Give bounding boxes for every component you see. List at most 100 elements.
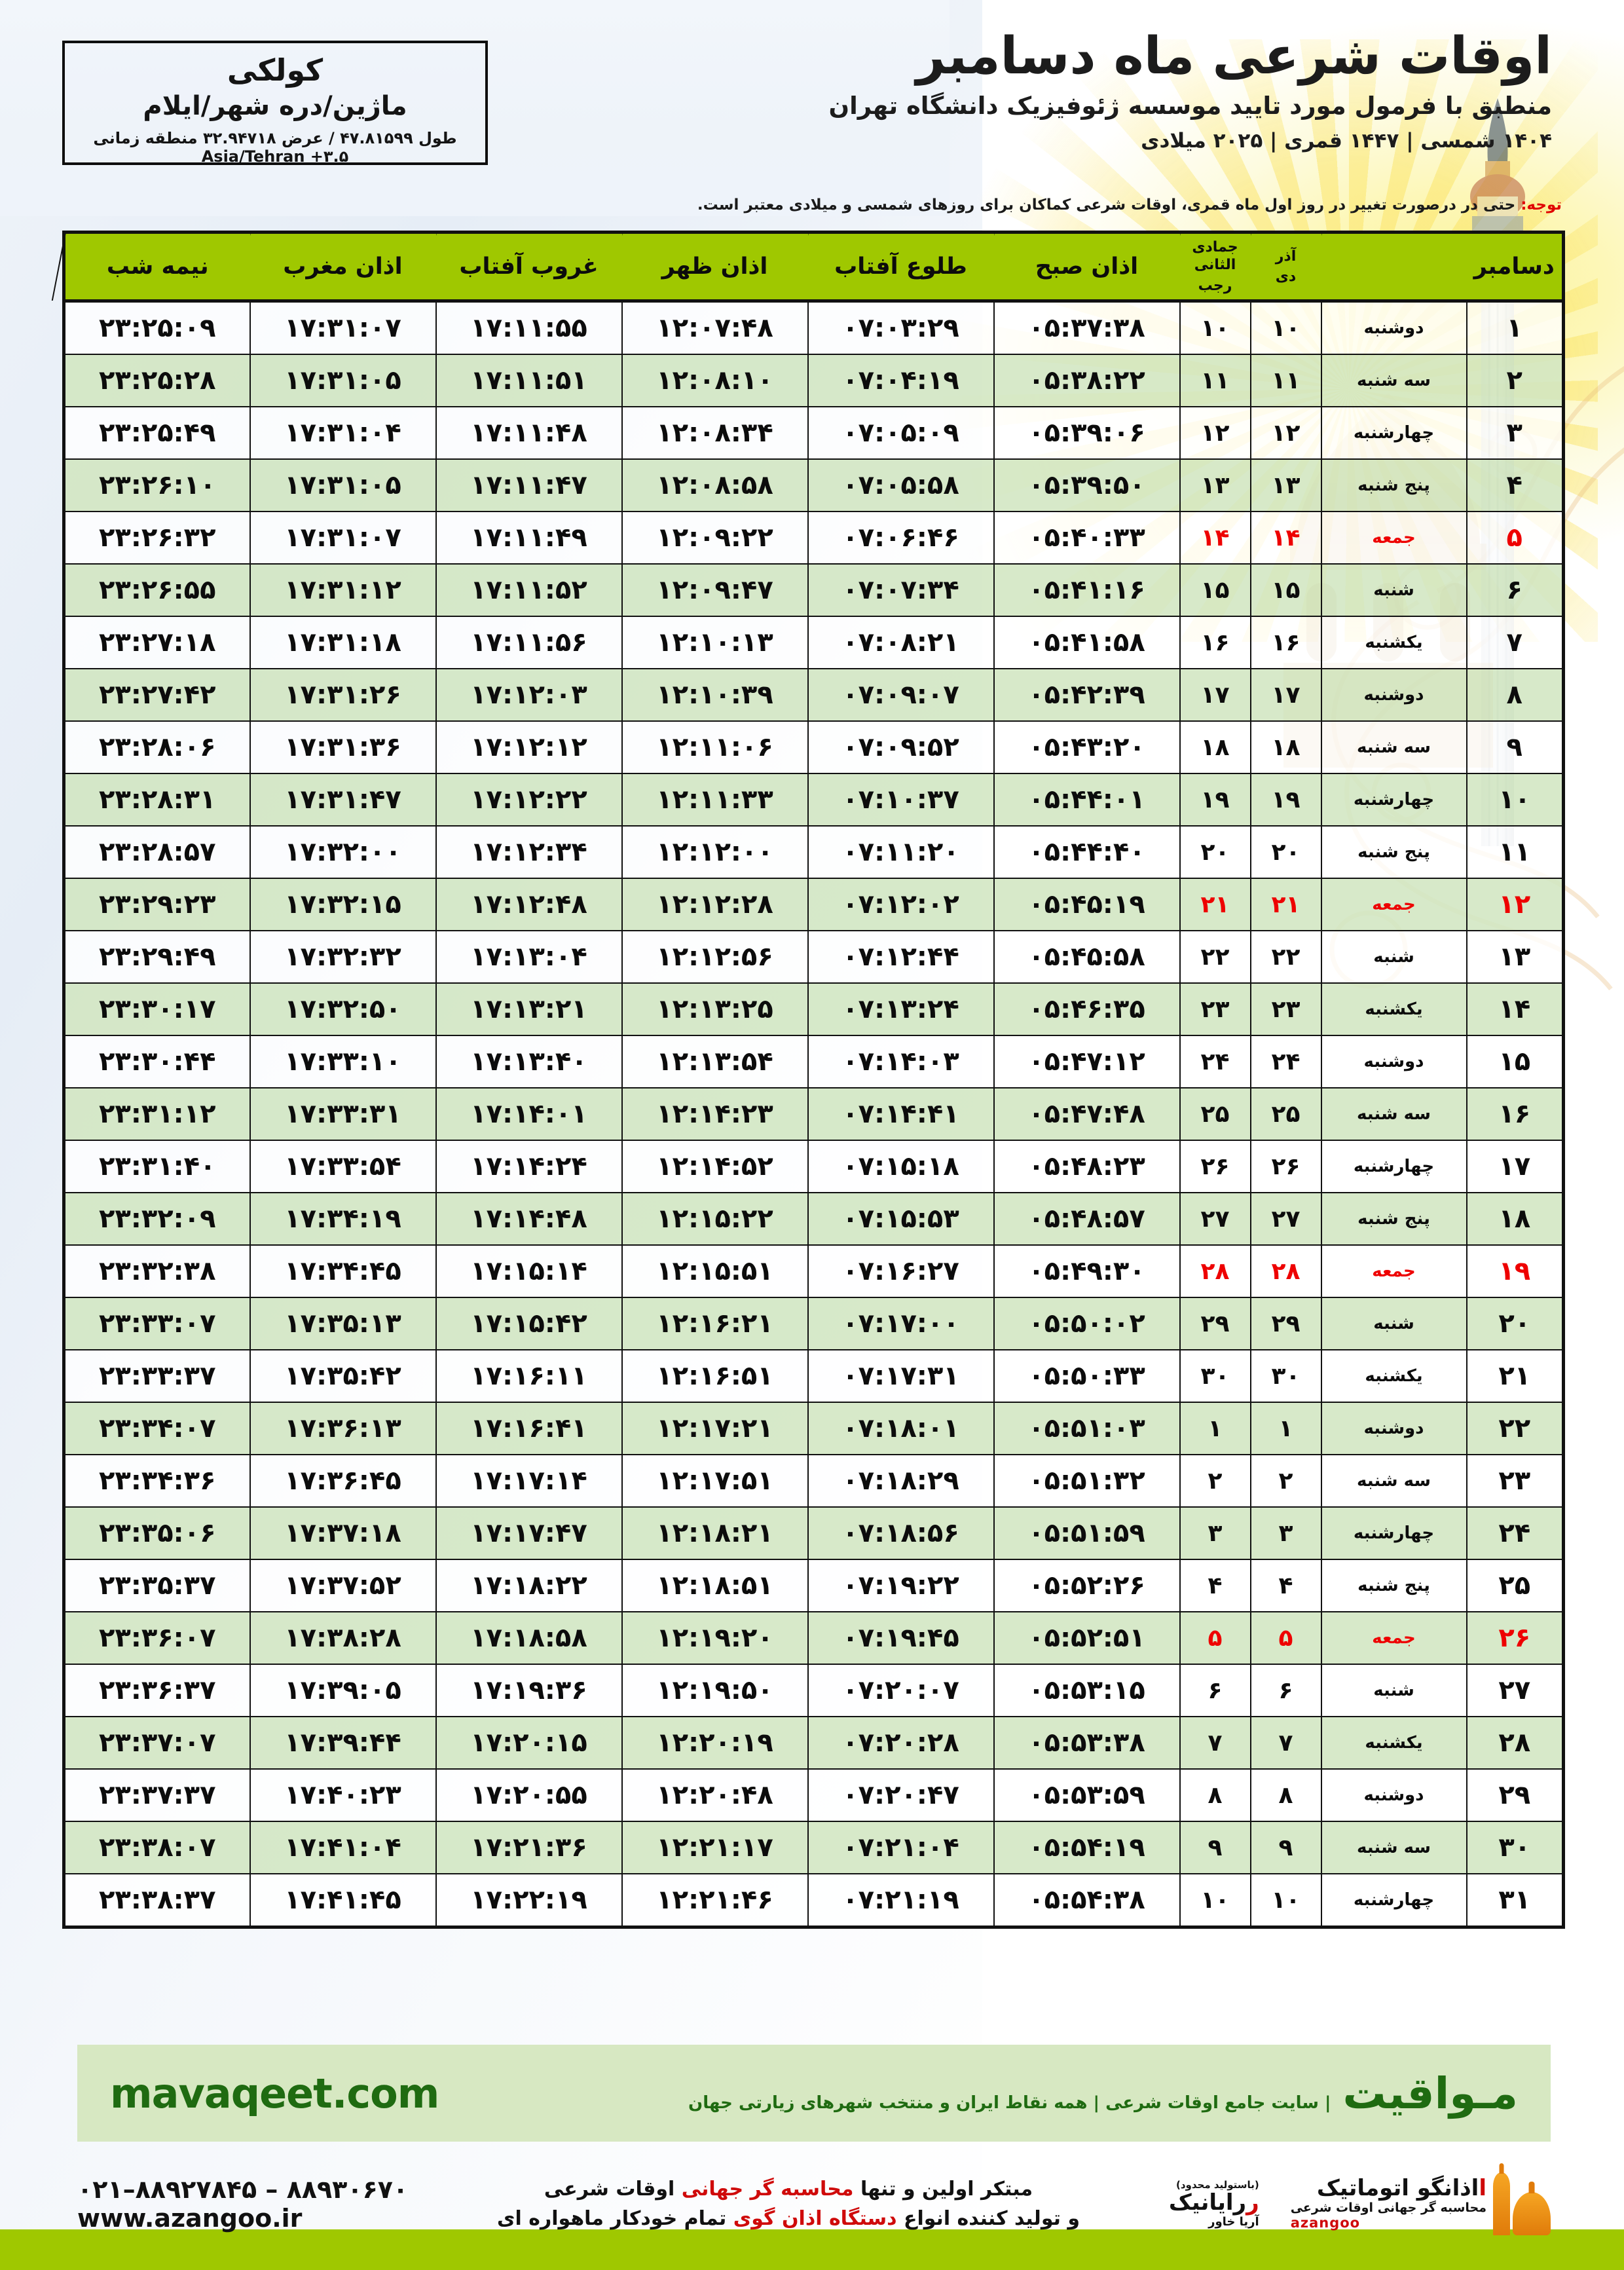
cell-sunset: ۱۷:۱۲:۱۲ bbox=[435, 720, 623, 774]
slogan-1a: مبتکر اولین و تنها bbox=[853, 2178, 1033, 2201]
cell-solar-date: ۱۰ bbox=[1249, 300, 1322, 355]
table-row: ۳ چهارشنبه ۱۲ ۱۲ ۰۵:۳۹:۰۶ ۰۷:۰۵:۰۹ ۱۲:۰۸:۳۴ ۱۷:… bbox=[63, 406, 1564, 460]
azangoo-logo-text: ااذانگو اتوماتیک محاسبه گر جهانی اوقات ش… bbox=[1290, 2175, 1486, 2231]
azangoo-logo: ااذانگو اتوماتیک محاسبه گر جهانی اوقات ش… bbox=[1291, 2172, 1551, 2235]
cell-dhuhr: ۱۲:۰۸:۵۸ bbox=[621, 458, 809, 512]
col-header-sunset: غروب آفتاب bbox=[435, 232, 622, 303]
cell-hijri-date: ۳ bbox=[1179, 1506, 1251, 1560]
col-header-dhuhr: اذان ظهر bbox=[621, 232, 808, 303]
cell-fajr: ۰۵:۵۲:۵۱ bbox=[993, 1611, 1181, 1665]
cell-midnight: ۲۳:۲۶:۳۲ bbox=[63, 511, 251, 565]
table-row: ۲۵ پنج شنبه ۴ ۴ ۰۵:۵۲:۲۶ ۰۷:۱۹:۲۲ ۱۲:۱۸:۵۱ ۱۷:۱… bbox=[63, 1559, 1564, 1612]
cell-maghrib: ۱۷:۳۲:۳۲ bbox=[249, 930, 437, 984]
table-row: ۲۶ جمعه ۵ ۵ ۰۵:۵۲:۵۱ ۰۷:۱۹:۴۵ ۱۲:۱۹:۲۰ ۱۷:۱۸:۵۸… bbox=[63, 1611, 1564, 1665]
cell-solar-date: ۲۲ bbox=[1249, 930, 1322, 984]
cell-maghrib: ۱۷:۳۲:۱۵ bbox=[249, 878, 437, 931]
col-header-solar: آذر دی bbox=[1250, 232, 1321, 303]
table-row: ۸ دوشنبه ۱۷ ۱۷ ۰۵:۴۲:۳۹ ۰۷:۰۹:۰۷ ۱۲:۱۰:۳۹ ۱۷:۱۲… bbox=[63, 668, 1564, 722]
cell-gregorian-day: ۲ bbox=[1466, 354, 1564, 407]
col-header-hijri-bottom: رجب bbox=[1198, 277, 1232, 294]
cell-sunset: ۱۷:۱۱:۴۸ bbox=[435, 406, 623, 460]
cell-hijri-date: ۱۱ bbox=[1179, 354, 1251, 407]
cell-sunrise: ۰۷:۱۲:۰۲ bbox=[807, 878, 995, 931]
col-header-solar-bottom: دی bbox=[1275, 269, 1297, 285]
cell-weekday: شنبه bbox=[1320, 930, 1467, 984]
cell-gregorian-day: ۱۶ bbox=[1466, 1087, 1564, 1141]
cell-midnight: ۲۳:۲۹:۴۹ bbox=[63, 930, 251, 984]
rayanik-name: رایانیک bbox=[1168, 2189, 1247, 2216]
cell-sunset: ۱۷:۱۱:۵۱ bbox=[435, 354, 623, 407]
cell-hijri-date: ۲۵ bbox=[1179, 1087, 1251, 1141]
footer-website-link[interactable]: mavaqeet.com bbox=[110, 2069, 439, 2117]
cell-gregorian-day: ۲۲ bbox=[1466, 1402, 1564, 1455]
cell-weekday: دوشنبه bbox=[1320, 1402, 1467, 1455]
cell-sunset: ۱۷:۲۲:۱۹ bbox=[435, 1873, 623, 1928]
cell-dhuhr: ۱۲:۰۸:۱۰ bbox=[621, 354, 809, 407]
contact-website[interactable]: www.azangoo.ir bbox=[77, 2204, 303, 2233]
table-row: ۶ شنبه ۱۵ ۱۵ ۰۵:۴۱:۱۶ ۰۷:۰۷:۳۴ ۱۲:۰۹:۴۷ ۱۷:۱۱:۵… bbox=[63, 563, 1564, 617]
azangoo-fa-line1: اذانگو اتوماتیک bbox=[1316, 2175, 1479, 2202]
cell-sunrise: ۰۷:۱۵:۵۳ bbox=[807, 1192, 995, 1246]
cell-solar-date: ۱۶ bbox=[1249, 616, 1322, 669]
cell-sunrise: ۰۷:۰۵:۰۹ bbox=[807, 406, 995, 460]
cell-midnight: ۲۳:۳۴:۰۷ bbox=[63, 1402, 251, 1455]
cell-sunrise: ۰۷:۲۰:۴۷ bbox=[807, 1768, 995, 1822]
cell-solar-date: ۲۷ bbox=[1249, 1192, 1322, 1246]
cell-solar-date: ۱۳ bbox=[1249, 458, 1322, 512]
cell-fajr: ۰۵:۴۲:۳۹ bbox=[993, 668, 1181, 722]
cell-hijri-date: ۳۰ bbox=[1179, 1349, 1251, 1403]
cell-gregorian-day: ۲۳ bbox=[1466, 1454, 1564, 1508]
cell-dhuhr: ۱۲:۱۲:۰۰ bbox=[621, 825, 809, 879]
cell-weekday: سه شنبه bbox=[1320, 1454, 1467, 1508]
cell-solar-date: ۲۹ bbox=[1249, 1297, 1322, 1350]
cell-hijri-date: ۱۸ bbox=[1179, 720, 1251, 774]
company-slogan: مبتکر اولین و تنها محاسبه گر جهانی اوقات… bbox=[497, 2174, 1080, 2233]
table-row: ۱ دوشنبه ۱۰ ۱۰ ۰۵:۳۷:۳۸ ۰۷:۰۳:۲۹ ۱۲:۰۷:۴۸ ۱۷:۱۱… bbox=[63, 300, 1564, 355]
azangoo-fa-line2: محاسبه گر جهانی اوقات شرعی bbox=[1290, 2200, 1486, 2215]
cell-fajr: ۰۵:۵۳:۱۵ bbox=[993, 1664, 1181, 1717]
col-header-hijri: جمادی الثانی رجب bbox=[1179, 232, 1251, 303]
cell-hijri-date: ۲۳ bbox=[1179, 982, 1251, 1036]
cell-solar-date: ۲۴ bbox=[1249, 1035, 1322, 1088]
cell-midnight: ۲۳:۳۳:۳۷ bbox=[63, 1349, 251, 1403]
slogan-1-red: محاسبه گر جهانی bbox=[681, 2178, 854, 2201]
cell-dhuhr: ۱۲:۱۶:۲۱ bbox=[621, 1297, 809, 1350]
table-row: ۳۰ سه شنبه ۹ ۹ ۰۵:۵۴:۱۹ ۰۷:۲۱:۰۴ ۱۲:۲۱:۱۷ ۱۷:۲۱… bbox=[63, 1821, 1564, 1874]
cell-maghrib: ۱۷:۳۱:۴۷ bbox=[249, 773, 437, 827]
cell-fajr: ۰۵:۵۱:۳۲ bbox=[993, 1454, 1181, 1508]
cell-sunset: ۱۷:۱۱:۵۶ bbox=[435, 616, 623, 669]
cell-hijri-date: ۲۰ bbox=[1179, 825, 1251, 879]
col-header-hijri-top: جمادی الثانی bbox=[1192, 238, 1238, 274]
cell-maghrib: ۱۷:۳۱:۰۴ bbox=[249, 406, 437, 460]
cell-solar-date: ۲۱ bbox=[1249, 878, 1322, 931]
cell-fajr: ۰۵:۵۳:۵۹ bbox=[993, 1768, 1181, 1822]
cell-sunset: ۱۷:۱۸:۵۸ bbox=[435, 1611, 623, 1665]
cell-weekday: یکشنبه bbox=[1320, 1349, 1467, 1403]
note-label: توجه: bbox=[1521, 196, 1562, 214]
cell-hijri-date: ۵ bbox=[1179, 1611, 1251, 1665]
cell-sunset: ۱۷:۱۲:۴۸ bbox=[435, 878, 623, 931]
cell-solar-date: ۴ bbox=[1249, 1559, 1322, 1612]
cell-sunrise: ۰۷:۱۸:۵۶ bbox=[807, 1506, 995, 1560]
cell-fajr: ۰۵:۵۳:۳۸ bbox=[993, 1716, 1181, 1770]
location-coordinates: طول ۴۷.۸۱۵۹۹ / عرض ۳۲.۹۴۷۱۸ منطقه زمانی … bbox=[93, 128, 457, 166]
cell-maghrib: ۱۷:۳۱:۰۵ bbox=[249, 354, 437, 407]
cell-weekday: جمعه bbox=[1320, 511, 1467, 565]
cell-weekday: سه شنبه bbox=[1320, 720, 1467, 774]
cell-gregorian-day: ۷ bbox=[1466, 616, 1564, 669]
cell-solar-date: ۲۰ bbox=[1249, 825, 1322, 879]
cell-hijri-date: ۱۷ bbox=[1179, 668, 1251, 722]
cell-sunrise: ۰۷:۱۷:۳۱ bbox=[807, 1349, 995, 1403]
table-row: ۱۷ چهارشنبه ۲۶ ۲۶ ۰۵:۴۸:۲۳ ۰۷:۱۵:۱۸ ۱۲:۱۴:۵۲ ۱۷… bbox=[63, 1140, 1564, 1193]
cell-hijri-date: ۶ bbox=[1179, 1664, 1251, 1717]
cell-midnight: ۲۳:۳۸:۰۷ bbox=[63, 1821, 251, 1874]
cell-fajr: ۰۵:۴۰:۳۳ bbox=[993, 511, 1181, 565]
cell-hijri-date: ۱۶ bbox=[1179, 616, 1251, 669]
cell-dhuhr: ۱۲:۲۱:۱۷ bbox=[621, 1821, 809, 1874]
page-title: اوقات شرعی ماه دسامبر bbox=[915, 27, 1552, 86]
cell-maghrib: ۱۷:۳۱:۲۶ bbox=[249, 668, 437, 722]
cell-sunset: ۱۷:۱۴:۰۱ bbox=[435, 1087, 623, 1141]
cell-sunset: ۱۷:۱۳:۴۰ bbox=[435, 1035, 623, 1088]
cell-hijri-date: ۷ bbox=[1179, 1716, 1251, 1770]
cell-solar-date: ۸ bbox=[1249, 1768, 1322, 1822]
